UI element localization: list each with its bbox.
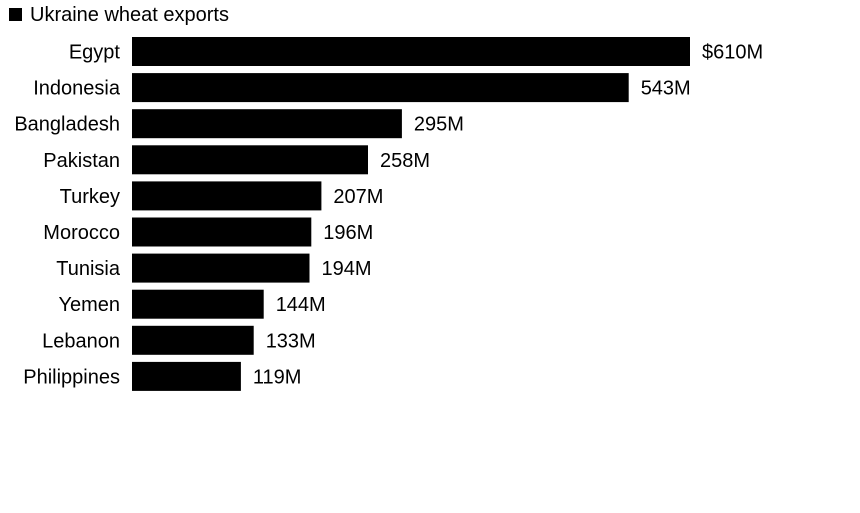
value-label-tunisia: 194M	[322, 258, 372, 280]
category-label-yemen: Yemen	[58, 294, 120, 316]
category-label-egypt: Egypt	[69, 42, 121, 64]
value-label-egypt: $610M	[702, 42, 763, 64]
value-label-turkey: 207M	[333, 186, 383, 208]
bar-indonesia	[132, 73, 629, 103]
value-labels: $610M 543M 295M 258M 207M 196M 194M 144M 133M 119…	[253, 42, 763, 389]
value-label-lebanon: 133M	[266, 330, 316, 352]
bar-morocco	[132, 217, 312, 247]
bar-tunisia	[132, 253, 310, 283]
category-label-turkey: Turkey	[60, 186, 120, 208]
value-label-bangladesh: 295M	[414, 114, 464, 136]
category-labels: Egypt Indonesia Bangladesh Pakistan Turkey Mo…	[14, 42, 121, 389]
bar-egypt	[132, 37, 690, 66]
legend-swatch	[9, 8, 22, 21]
value-label-yemen: 144M	[276, 294, 326, 316]
category-label-philippines: Philippines	[23, 366, 120, 388]
bars-group	[132, 37, 690, 391]
category-label-pakistan: Pakistan	[43, 150, 120, 172]
category-label-indonesia: Indonesia	[33, 78, 121, 100]
bar-turkey	[132, 181, 322, 211]
bar-bangladesh	[132, 109, 402, 139]
bar-lebanon	[132, 325, 254, 355]
category-label-tunisia: Tunisia	[56, 258, 121, 280]
legend: Ukraine wheat exports	[9, 4, 229, 26]
legend-label: Ukraine wheat exports	[30, 4, 229, 26]
bar-philippines	[132, 361, 241, 391]
value-label-morocco: 196M	[323, 222, 373, 244]
category-label-bangladesh: Bangladesh	[14, 114, 120, 136]
bar-yemen	[132, 289, 264, 319]
category-label-lebanon: Lebanon	[42, 330, 120, 352]
value-label-philippines: 119M	[253, 366, 302, 388]
category-label-morocco: Morocco	[43, 222, 120, 244]
bar-pakistan	[132, 145, 368, 175]
value-label-indonesia: 543M	[641, 78, 691, 100]
value-label-pakistan: 258M	[380, 150, 430, 172]
